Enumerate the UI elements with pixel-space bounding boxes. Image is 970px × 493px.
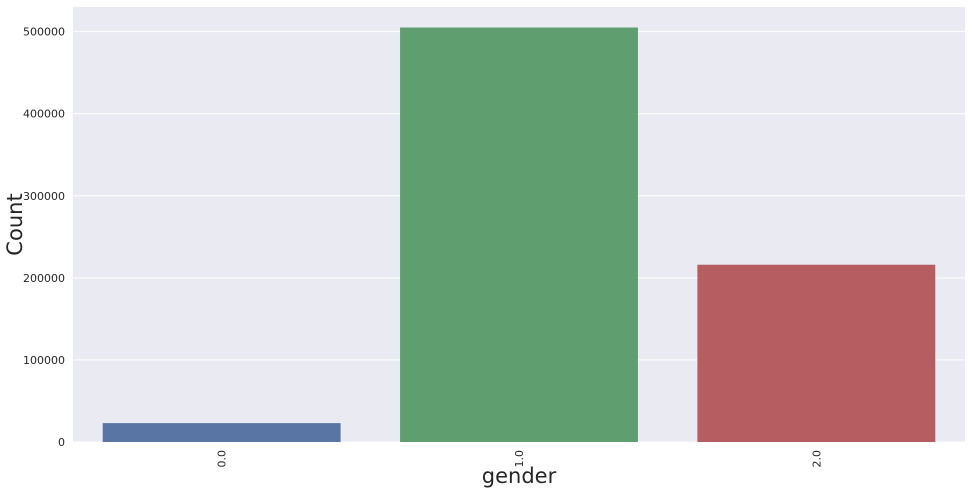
y-tick-label: 500000 xyxy=(23,26,65,39)
y-tick-label: 300000 xyxy=(23,190,65,203)
y-tick-label: 100000 xyxy=(23,354,65,367)
y-tick-label: 200000 xyxy=(23,272,65,285)
y-tick-labels: 0 100000 200000 300000 400000 500000 xyxy=(23,26,65,449)
bar-0.0 xyxy=(102,423,341,442)
y-tick-label: 0 xyxy=(58,436,65,449)
y-axis-label: Count xyxy=(3,193,27,255)
bars xyxy=(102,27,936,443)
y-tick-label: 400000 xyxy=(23,108,65,121)
x-tick-label: 0.0 xyxy=(216,450,229,468)
x-tick-labels: 0.0 1.0 2.0 xyxy=(216,450,824,468)
bar-1.0 xyxy=(400,27,638,443)
bar-2.0 xyxy=(697,264,936,442)
x-axis-label: gender xyxy=(482,464,557,488)
x-tick-label: 2.0 xyxy=(810,450,823,468)
x-tick-label: 1.0 xyxy=(513,450,526,468)
